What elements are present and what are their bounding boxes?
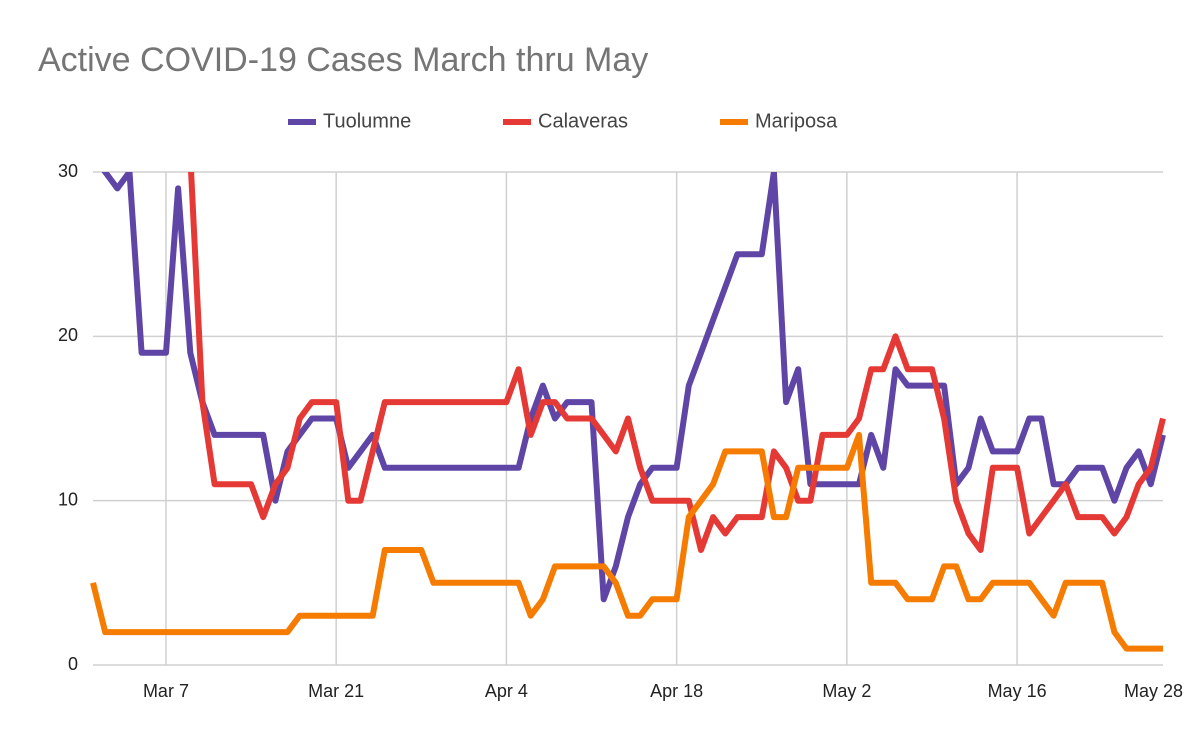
- y-tick-label: 20: [58, 325, 78, 345]
- legend-label: Tuolumne: [323, 110, 411, 132]
- x-tick-label: May 16: [988, 681, 1047, 701]
- legend-label: Calaveras: [538, 110, 628, 132]
- x-tick-label: May 2: [822, 681, 871, 701]
- x-tick-label: Apr 18: [650, 681, 703, 701]
- series-line: [101, 172, 1166, 603]
- x-tick-label: Mar 21: [308, 681, 364, 701]
- y-tick-label: 10: [58, 489, 78, 509]
- x-tick-label: Apr 4: [485, 681, 528, 701]
- labels: 0 10 20 30 Mar 7 Mar 21 Apr 4 Apr 18 May 2 May 16…: [58, 110, 1183, 700]
- series-line: [188, 172, 1166, 553]
- legend-label: Mariposa: [755, 110, 838, 132]
- x-tick-label: May 28: [1124, 681, 1183, 701]
- y-tick-label: 0: [68, 654, 78, 674]
- x-tick-label: Mar 7: [143, 681, 189, 701]
- y-tick-label: 30: [58, 161, 78, 181]
- chart-title: Active COVID-19 Cases March thru May: [38, 41, 648, 79]
- plot-area: [90, 172, 1166, 652]
- series-line: [90, 431, 1163, 652]
